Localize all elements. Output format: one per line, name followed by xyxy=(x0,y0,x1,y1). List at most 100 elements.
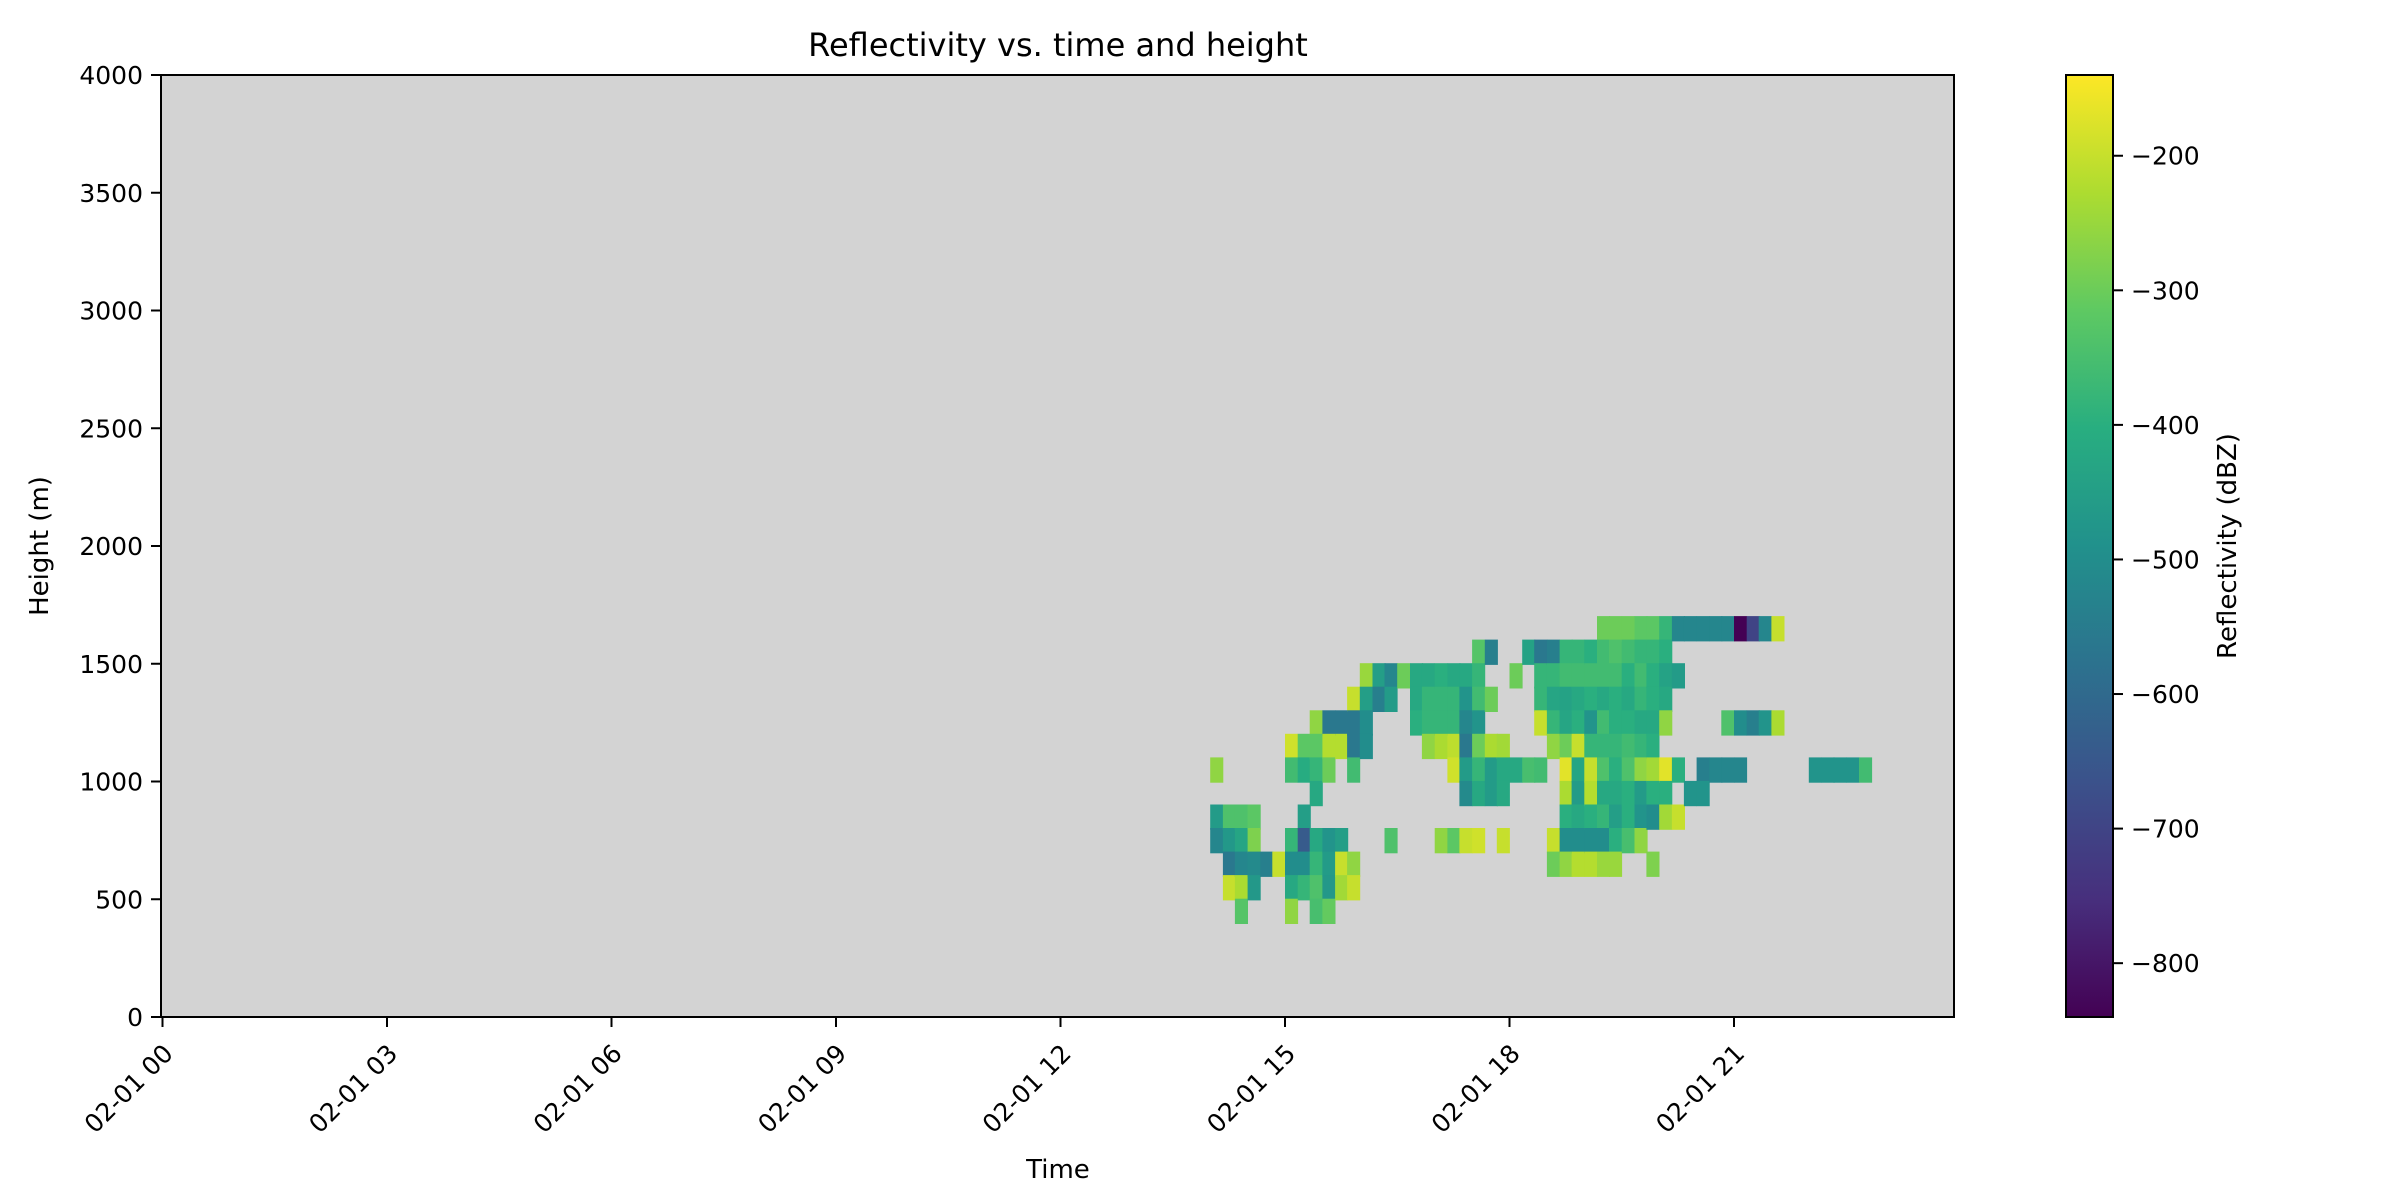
heatmap-cell xyxy=(1671,757,1685,783)
heatmap-cell xyxy=(1546,733,1560,760)
heatmap-cell xyxy=(1621,686,1635,712)
heatmap-cell xyxy=(1335,710,1349,736)
heatmap-cell xyxy=(1372,686,1386,712)
heatmap-cell xyxy=(1571,663,1585,689)
heatmap-cell xyxy=(1522,639,1536,665)
heatmap-cell xyxy=(1410,663,1424,689)
heatmap-cell xyxy=(1347,757,1361,783)
x-tick-label: 02-01 21 xyxy=(1650,1039,1750,1139)
heatmap-cell xyxy=(1734,616,1748,642)
heatmap-cell xyxy=(1384,686,1398,712)
heatmap-cell xyxy=(1609,757,1623,783)
heatmap-cell xyxy=(1721,710,1735,736)
heatmap-cell xyxy=(1671,663,1685,689)
heatmap-cell xyxy=(1621,639,1635,665)
heatmap-cell xyxy=(1459,780,1473,807)
heatmap-cell xyxy=(1410,686,1424,712)
heatmap-cell xyxy=(1347,686,1361,712)
heatmap-cell xyxy=(1472,828,1486,854)
heatmap-cell xyxy=(1634,616,1648,642)
heatmap-cell xyxy=(1646,851,1660,877)
heatmap-cell xyxy=(1496,757,1510,783)
heatmap-cell xyxy=(1434,710,1448,736)
heatmap-cell xyxy=(1559,780,1573,807)
heatmap-cell xyxy=(1472,710,1486,736)
heatmap-cell xyxy=(1309,898,1323,924)
heatmap-cell xyxy=(1833,757,1847,783)
heatmap-cell xyxy=(1696,757,1710,783)
heatmap-cell xyxy=(1659,710,1673,736)
heatmap-cell xyxy=(1297,828,1311,854)
heatmap-cell xyxy=(1472,663,1486,689)
heatmap-cell xyxy=(1584,733,1598,760)
heatmap-cell xyxy=(1472,733,1486,760)
heatmap-cell xyxy=(1234,898,1248,924)
heatmap-cell xyxy=(1421,733,1435,760)
heatmap-cell xyxy=(1484,639,1498,665)
heatmap-cell xyxy=(1285,875,1299,901)
heatmap-cell xyxy=(1459,663,1473,689)
heatmap-cell xyxy=(1646,757,1660,783)
heatmap-cell xyxy=(1571,757,1585,783)
heatmap-cell xyxy=(1597,710,1611,736)
heatmap-cell xyxy=(1309,757,1323,783)
heatmap-cell xyxy=(1609,780,1623,807)
heatmap-cell xyxy=(1322,828,1336,854)
heatmap-cell xyxy=(1859,757,1873,783)
heatmap-cell xyxy=(1597,733,1611,760)
heatmap-cell xyxy=(1559,639,1573,665)
x-tick-label: 02-01 09 xyxy=(752,1039,852,1139)
heatmap-cell xyxy=(1571,710,1585,736)
heatmap-cell xyxy=(1459,828,1473,854)
heatmap-cell xyxy=(1546,851,1560,877)
heatmap-cell xyxy=(1559,710,1573,736)
heatmap-cell xyxy=(1597,780,1611,807)
x-tick-label: 02-01 15 xyxy=(1201,1039,1301,1139)
heatmap-cell xyxy=(1571,733,1585,760)
heatmap-cell xyxy=(1397,663,1411,689)
heatmap-cell xyxy=(1234,851,1248,877)
heatmap-cell xyxy=(1534,757,1548,783)
heatmap-cell xyxy=(1210,757,1224,783)
heatmap-cell xyxy=(1347,851,1361,877)
heatmap-cell xyxy=(1634,733,1648,760)
y-axis-ticks: 0 500 1000 1500 2000 2500 3000 3500 4000 xyxy=(79,61,161,1032)
heatmap-cell xyxy=(1285,757,1299,783)
heatmap-cell xyxy=(1621,616,1635,642)
heatmap-cell xyxy=(1297,875,1311,901)
heatmap-cell xyxy=(1359,710,1373,736)
heatmap-cell xyxy=(1484,733,1498,760)
heatmap-cell xyxy=(1559,828,1573,854)
heatmap-cell xyxy=(1347,710,1361,736)
y-tick-label: 1500 xyxy=(79,650,143,679)
heatmap-cell xyxy=(1546,663,1560,689)
heatmap-cell xyxy=(1597,828,1611,854)
colorbar-label: Reflectivity (dBZ) xyxy=(2213,433,2243,659)
heatmap-cell xyxy=(1459,710,1473,736)
heatmap-cell xyxy=(1609,733,1623,760)
heatmap-cell xyxy=(1621,804,1635,830)
heatmap-cell xyxy=(1559,804,1573,830)
heatmap-cell xyxy=(1421,710,1435,736)
heatmap-cell xyxy=(1546,686,1560,712)
heatmap-cell xyxy=(1597,686,1611,712)
heatmap-cell xyxy=(1671,804,1685,830)
plot-background xyxy=(161,75,1954,1017)
colorbar-tick-label: −500 xyxy=(2131,545,2200,574)
heatmap-cell xyxy=(1559,663,1573,689)
heatmap-cell xyxy=(1322,757,1336,783)
heatmap-cell xyxy=(1534,663,1548,689)
heatmap-cell xyxy=(1534,686,1548,712)
heatmap-cell xyxy=(1472,639,1486,665)
heatmap-cell xyxy=(1210,828,1224,854)
heatmap-cell xyxy=(1335,851,1349,877)
heatmap-cell xyxy=(1559,733,1573,760)
heatmap-cell xyxy=(1621,663,1635,689)
heatmap-cell xyxy=(1359,663,1373,689)
heatmap-cell xyxy=(1821,757,1835,783)
heatmap-cell xyxy=(1322,733,1336,760)
heatmap-cell xyxy=(1584,639,1598,665)
heatmap-cell xyxy=(1571,828,1585,854)
heatmap-cell xyxy=(1559,757,1573,783)
